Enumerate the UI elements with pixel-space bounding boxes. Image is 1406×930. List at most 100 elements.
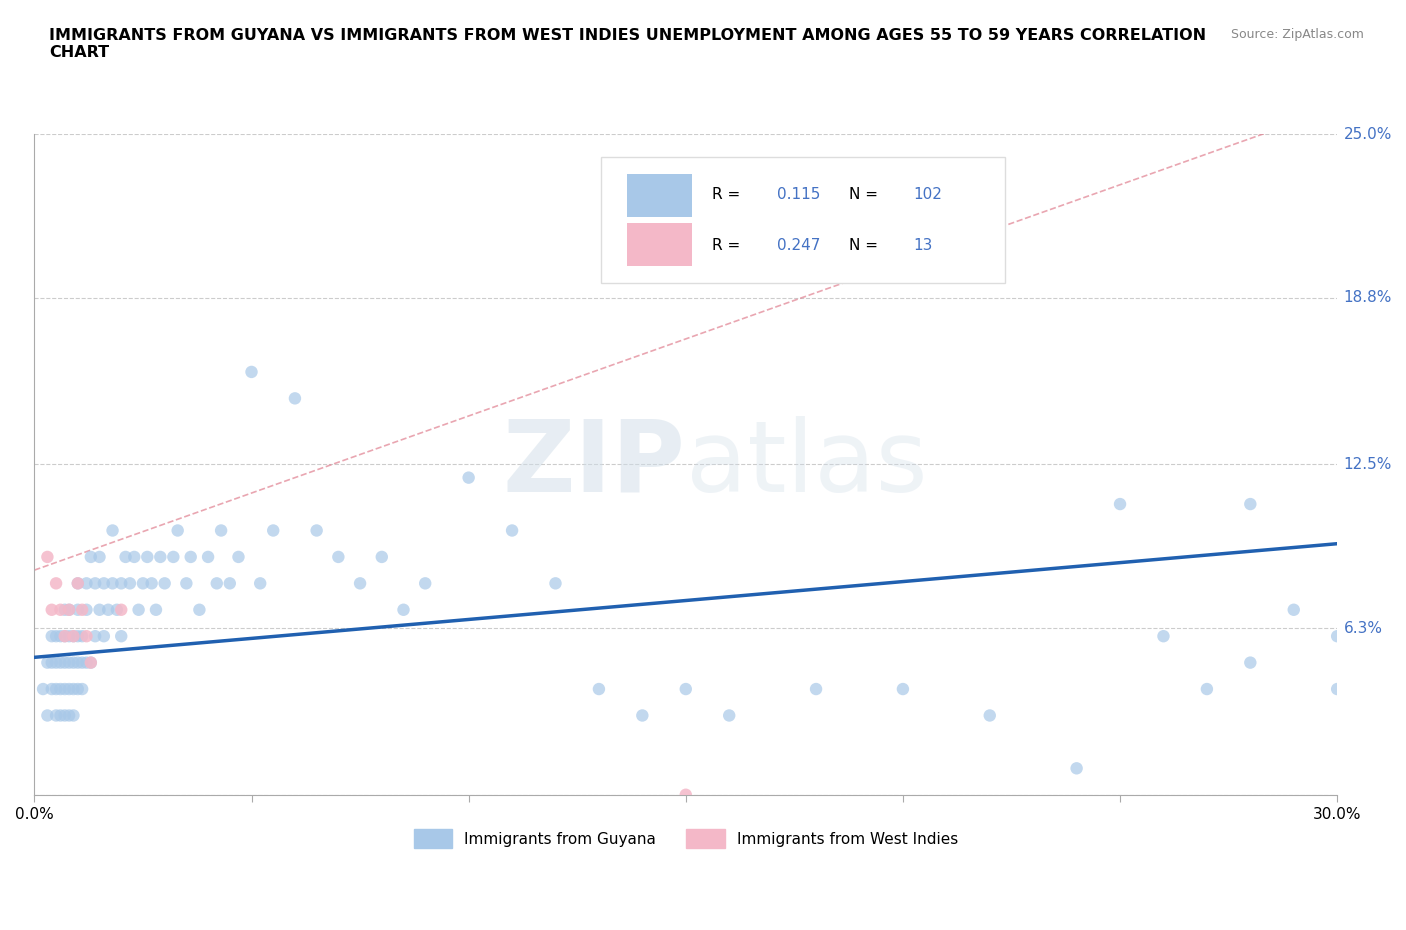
Text: N =: N = [849,187,883,203]
Point [718,708,741,723]
Point [41,629,63,644]
Text: 6.3%: 6.3% [1344,620,1382,636]
Point [70,603,93,618]
Point [76,603,98,618]
Text: 13: 13 [914,237,934,253]
Point [544,576,567,591]
Point [45,682,67,697]
Point [53,655,76,670]
Point [80,655,103,670]
Point [66,603,89,618]
Point [37,655,59,670]
Text: Source: ZipAtlas.com: Source: ZipAtlas.com [1230,28,1364,41]
Text: 25.0%: 25.0% [1344,126,1392,141]
Point [32,682,55,697]
Point [66,629,89,644]
Point [45,629,67,644]
Point [457,471,479,485]
Point [1326,629,1348,644]
Point [392,603,415,618]
Point [93,629,115,644]
FancyBboxPatch shape [602,157,1005,283]
Text: R =: R = [711,237,745,253]
Point [41,682,63,697]
Point [891,682,914,697]
Point [70,629,93,644]
Point [93,576,115,591]
Point [501,523,523,538]
Text: 12.5%: 12.5% [1344,457,1392,472]
Point [105,603,128,618]
Point [58,603,80,618]
Point [41,603,63,618]
Point [66,576,89,591]
Point [145,603,167,618]
Point [80,655,103,670]
Point [53,708,76,723]
Point [58,708,80,723]
Point [1153,629,1175,644]
Point [114,550,136,565]
Point [53,629,76,644]
Point [62,682,84,697]
Point [101,576,124,591]
Point [284,391,307,405]
Text: 0.247: 0.247 [778,237,820,253]
Point [110,629,132,644]
Point [45,708,67,723]
Point [305,523,328,538]
FancyBboxPatch shape [627,223,692,266]
Point [49,629,72,644]
Point [1239,497,1261,512]
Point [1326,682,1348,697]
Point [328,550,350,565]
Point [97,603,120,618]
Point [84,576,107,591]
Text: N =: N = [849,237,883,253]
Point [136,550,159,565]
Text: IMMIGRANTS FROM GUYANA VS IMMIGRANTS FROM WEST INDIES UNEMPLOYMENT AMONG AGES 55: IMMIGRANTS FROM GUYANA VS IMMIGRANTS FRO… [49,28,1206,60]
Point [149,550,172,565]
Point [70,682,93,697]
Point [58,655,80,670]
Point [62,655,84,670]
Point [76,629,98,644]
Point [62,629,84,644]
Point [80,550,103,565]
Point [209,523,232,538]
Point [176,576,198,591]
Point [89,550,111,565]
Point [101,523,124,538]
Point [141,576,163,591]
Point [371,550,394,565]
Point [118,576,141,591]
Point [631,708,654,723]
Point [37,550,59,565]
Point [188,603,211,618]
Point [588,682,610,697]
Point [349,576,371,591]
Text: 102: 102 [914,187,942,203]
Text: atlas: atlas [686,416,928,513]
Point [1066,761,1088,776]
Point [53,682,76,697]
Point [110,576,132,591]
Text: 18.8%: 18.8% [1344,290,1392,305]
Point [132,576,155,591]
Point [675,682,697,697]
Point [128,603,150,618]
Point [979,708,1001,723]
Point [89,603,111,618]
Point [1195,682,1218,697]
Point [66,682,89,697]
Point [197,550,219,565]
Point [180,550,202,565]
Point [228,550,250,565]
Text: R =: R = [711,187,745,203]
Point [413,576,436,591]
Point [45,655,67,670]
Point [53,629,76,644]
Point [58,682,80,697]
Point [70,655,93,670]
Point [49,708,72,723]
